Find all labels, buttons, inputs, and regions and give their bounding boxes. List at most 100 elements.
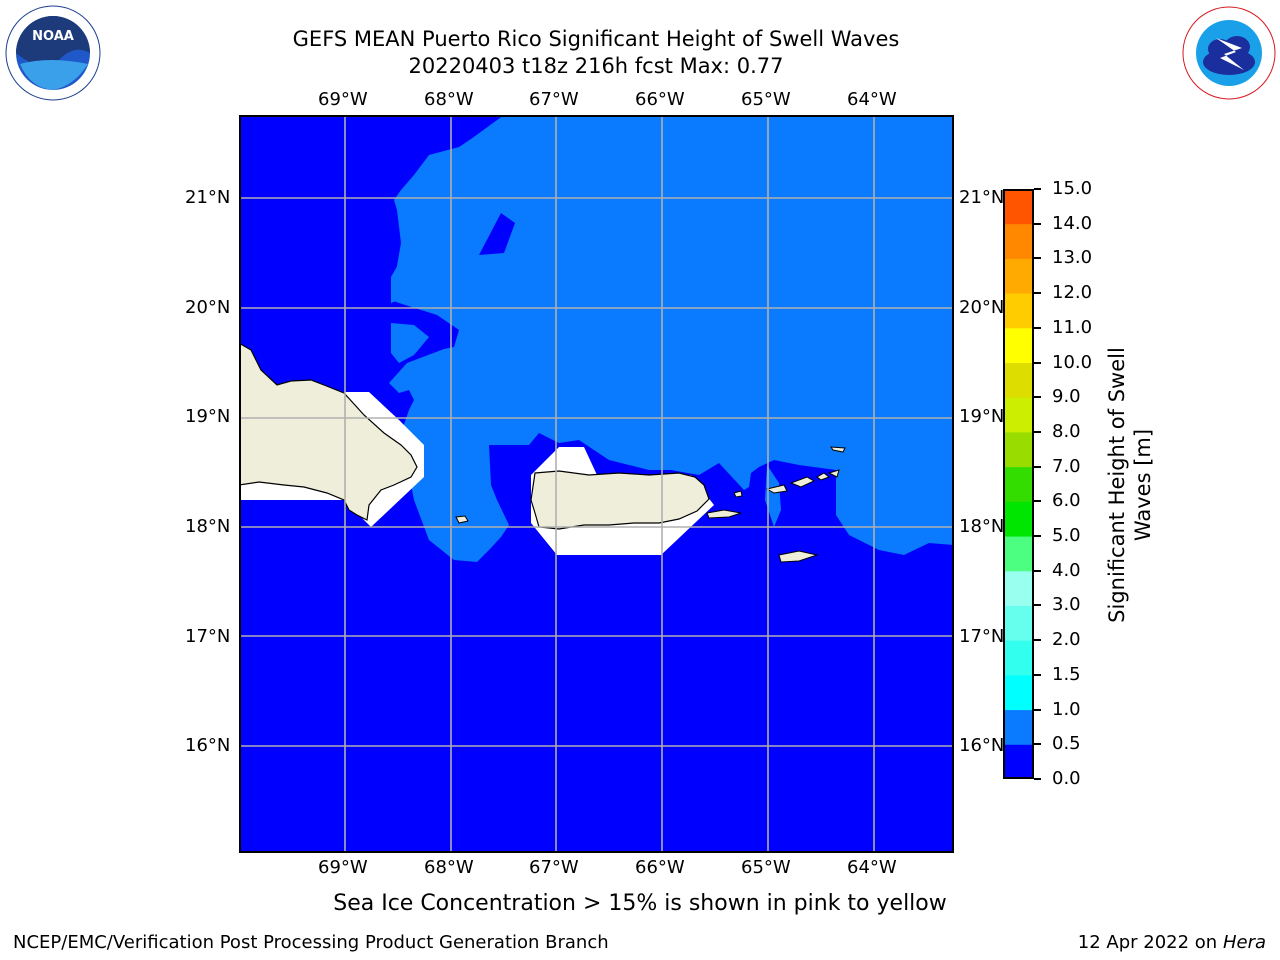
colorbar-segment (1003, 258, 1034, 294)
colorbar-tick-mark (1034, 604, 1041, 607)
colorbar-tick-mark (1034, 361, 1041, 364)
colorbar-tick-label: 0.5 (1052, 733, 1081, 755)
lon-label-bottom: 68°W (424, 857, 474, 878)
sea-ice-caption: Sea Ice Concentration > 15% is shown in … (333, 891, 947, 916)
lon-label-top: 69°W (318, 89, 368, 110)
footer-date: 12 Apr 2022 on Hera (1078, 932, 1266, 953)
colorbar-segment (1003, 397, 1034, 433)
colorbar-segment (1003, 744, 1034, 779)
nws-logo (1182, 6, 1276, 100)
lat-label-right: 16°N (959, 735, 1005, 756)
colorbar-tick-mark (1034, 743, 1041, 746)
shallow-patch-west (391, 323, 429, 363)
map-title: GEFS MEAN Puerto Rico Significant Height… (292, 27, 900, 51)
lat-label-right: 20°N (959, 297, 1005, 318)
lat-label-right: 18°N (959, 516, 1005, 537)
lon-label-top: 66°W (635, 89, 685, 110)
lat-label-right: 21°N (959, 187, 1005, 208)
colorbar-segment (1003, 189, 1034, 225)
lat-label-left: 21°N (185, 187, 231, 208)
swell-band-0.5-1.0-east-patch (765, 465, 781, 527)
lat-label-right: 17°N (959, 626, 1005, 647)
st-croix-island (778, 550, 819, 563)
colorbar-segment (1003, 223, 1034, 259)
virgin-islands (765, 469, 840, 494)
footer-branch: NCEP/EMC/Verification Post Processing Pr… (13, 932, 609, 953)
colorbar-segment (1003, 709, 1034, 745)
colorbar-segment (1003, 466, 1034, 502)
lon-label-bottom: 67°W (529, 857, 579, 878)
lon-label-top: 67°W (529, 89, 579, 110)
graticule (239, 115, 954, 853)
lon-label-bottom: 69°W (318, 857, 368, 878)
map-subtitle: 20220403 t18z 216h fcst Max: 0.77 (408, 54, 784, 78)
colorbar-tick-mark (1034, 222, 1041, 225)
lat-label-left: 20°N (185, 297, 231, 318)
colorbar-segment (1003, 674, 1034, 711)
colorbar-tick-mark (1034, 465, 1041, 468)
hispaniola-land (239, 342, 418, 521)
swell-band-0.5-1.0 (389, 115, 954, 562)
lon-label-bottom: 66°W (635, 857, 685, 878)
colorbar-tick-mark (1034, 430, 1041, 433)
swell-height-map (239, 115, 954, 853)
colorbar-tick-mark (1034, 535, 1041, 538)
colorbar-tick-label: 0.0 (1052, 768, 1081, 789)
colorbar-tick-label: 9.0 (1052, 386, 1081, 408)
anegada-island (830, 446, 846, 453)
colorbar-segment (1003, 293, 1034, 329)
lon-label-top: 65°W (741, 89, 791, 110)
colorbar-tick-label: 14.0 (1052, 212, 1093, 234)
lat-label-left: 19°N (185, 406, 231, 427)
colorbar-tick-label: 8.0 (1052, 420, 1081, 442)
colorbar-segment (1003, 327, 1034, 364)
colorbar-tick-mark (1034, 188, 1041, 190)
lon-label-top: 64°W (847, 89, 897, 110)
footer-machine: Hera (1222, 932, 1266, 953)
colorbar (1003, 189, 1034, 779)
colorbar-tick-mark (1034, 396, 1041, 399)
colorbar-tick-mark (1034, 257, 1041, 260)
map-frame (239, 115, 954, 853)
lon-label-bottom: 64°W (847, 857, 897, 878)
footer-date-text: 12 Apr 2022 on (1077, 932, 1223, 953)
colorbar-segment (1003, 362, 1034, 398)
lat-label-left: 17°N (185, 626, 231, 647)
colorbar-tick-mark (1034, 292, 1041, 295)
svg-text:NOAA: NOAA (32, 29, 74, 44)
colorbar-tick-label: 11.0 (1052, 316, 1093, 338)
colorbar-tick-label: 12.0 (1052, 282, 1093, 304)
lon-label-bottom: 65°W (741, 857, 791, 878)
colorbar-tick-label: 10.0 (1052, 351, 1093, 373)
colorbar-tick-mark (1034, 326, 1041, 329)
lat-label-right: 19°N (959, 406, 1005, 427)
colorbar-segment (1003, 431, 1034, 468)
vieques-island (706, 509, 742, 519)
colorbar-tick-label: 7.0 (1052, 455, 1081, 477)
colorbar-tick-mark (1034, 708, 1041, 711)
colorbar-tick-label: 15.0 (1052, 178, 1093, 199)
colorbar-tick-mark (1034, 673, 1041, 676)
culebra-island (733, 490, 743, 498)
deep-band-inlet (479, 213, 515, 255)
colorbar-tick-label: 1.0 (1052, 698, 1081, 720)
colorbar-tick-mark (1034, 778, 1041, 780)
lat-label-left: 16°N (185, 735, 231, 756)
lon-label-top: 68°W (424, 89, 474, 110)
colorbar-tick-label: 5.0 (1052, 525, 1081, 547)
lat-label-left: 18°N (185, 516, 231, 537)
colorbar-tick-mark (1034, 500, 1041, 503)
colorbar-tick-label: 4.0 (1052, 559, 1081, 581)
colorbar-tick-label: 13.0 (1052, 247, 1093, 269)
colorbar-tick-mark (1034, 639, 1041, 642)
colorbar-tick-label: 2.0 (1052, 629, 1081, 651)
colorbar-segment (1003, 501, 1034, 537)
colorbar-tick-label: 6.0 (1052, 490, 1081, 512)
colorbar-tick-label: 1.5 (1052, 663, 1081, 685)
colorbar-segment (1003, 570, 1034, 606)
mona-island (455, 515, 469, 524)
colorbar-segment (1003, 536, 1034, 572)
noaa-logo: NOAA (5, 5, 101, 101)
colorbar-segment (1003, 640, 1034, 676)
colorbar-tick-label: 3.0 (1052, 594, 1081, 616)
